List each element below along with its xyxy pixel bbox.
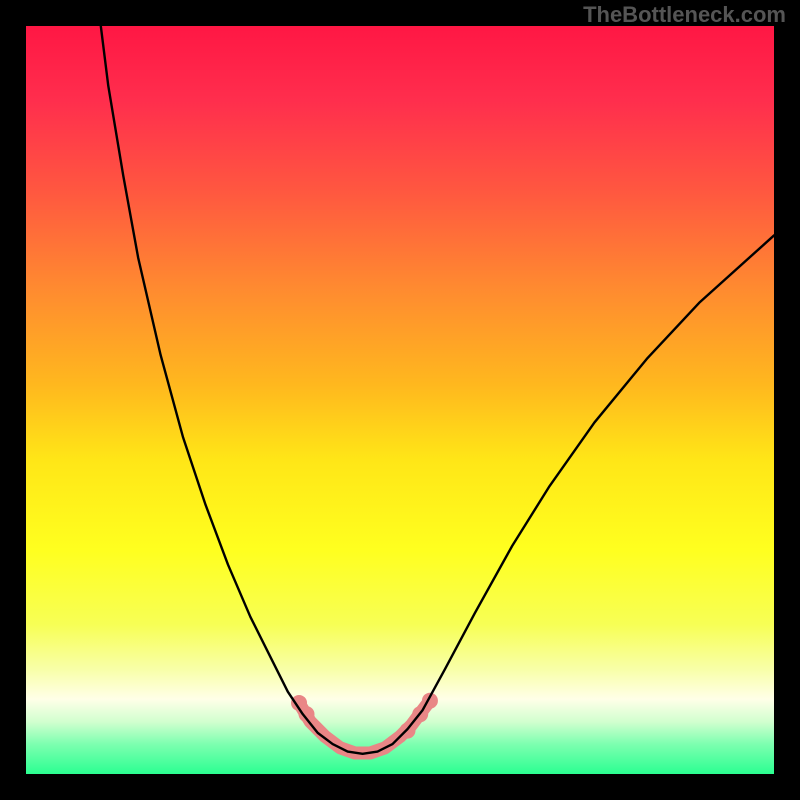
bottleneck-chart — [0, 0, 800, 800]
chart-background — [26, 26, 774, 774]
chart-frame: TheBottleneck.com — [0, 0, 800, 800]
watermark-text: TheBottleneck.com — [583, 2, 786, 28]
